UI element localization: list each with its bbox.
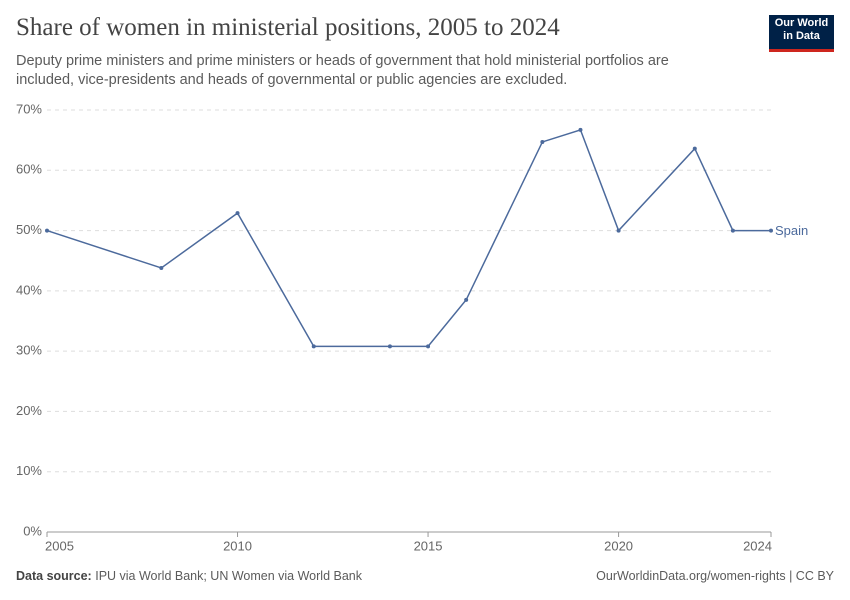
chart-title: Share of women in ministerial positions,… bbox=[16, 14, 560, 41]
x-tick-label: 2010 bbox=[223, 538, 252, 553]
x-tick-label: 2020 bbox=[604, 538, 633, 553]
point bbox=[311, 344, 316, 349]
logo-line: Our World bbox=[774, 17, 829, 29]
point bbox=[730, 228, 735, 233]
point bbox=[616, 228, 621, 233]
point bbox=[692, 146, 697, 151]
x-tick-label: 2005 bbox=[45, 538, 74, 553]
point bbox=[769, 228, 773, 233]
y-tick-label: 50% bbox=[16, 222, 42, 237]
x-tick-label: 2015 bbox=[414, 538, 443, 553]
point bbox=[578, 127, 583, 132]
y-tick-label: 40% bbox=[16, 282, 42, 297]
series-label: Spain bbox=[775, 223, 808, 238]
source-text: IPU via World Bank; UN Women via World B… bbox=[95, 569, 362, 583]
point bbox=[426, 344, 431, 349]
point bbox=[159, 265, 164, 270]
point bbox=[235, 211, 240, 216]
y-tick-label: 10% bbox=[16, 463, 42, 478]
y-tick-label: 60% bbox=[16, 162, 42, 177]
source-note: Data source: IPU via World Bank; UN Wome… bbox=[16, 569, 362, 583]
logo[interactable]: Our World in Data bbox=[769, 15, 834, 52]
credit[interactable]: OurWorldinData.org/women-rights | CC BY bbox=[596, 569, 834, 583]
logo-line: in Data bbox=[783, 30, 820, 42]
y-tick-label: 30% bbox=[16, 343, 42, 358]
y-tick-label: 20% bbox=[16, 403, 42, 418]
source-label: Data source: bbox=[16, 569, 92, 583]
point bbox=[464, 297, 469, 302]
chart-subtitle: Deputy prime ministers and prime ministe… bbox=[16, 53, 669, 88]
point bbox=[540, 139, 545, 144]
point bbox=[387, 344, 392, 349]
y-tick-label: 70% bbox=[16, 101, 42, 116]
series-line bbox=[46, 128, 771, 348]
y-tick-label: 0% bbox=[23, 523, 42, 538]
point bbox=[45, 228, 49, 233]
x-tick-label: 2024 bbox=[743, 538, 772, 553]
